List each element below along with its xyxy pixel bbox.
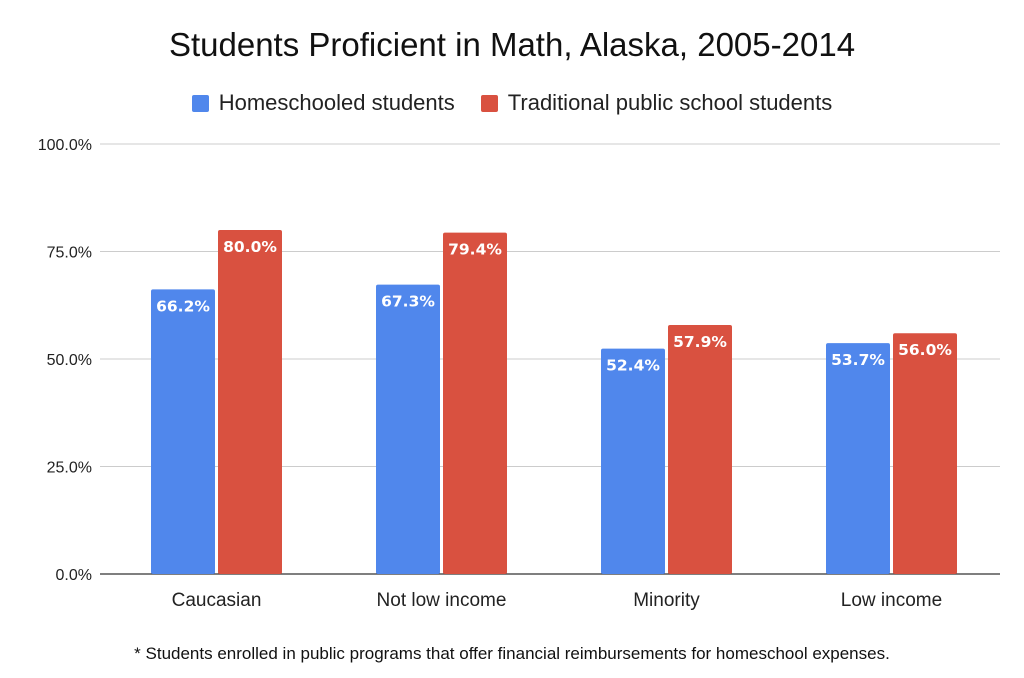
legend-label-homeschooled: Homeschooled students <box>218 90 455 115</box>
data-label: 80.0% <box>223 238 277 256</box>
x-tick-label: Low income <box>841 590 942 611</box>
legend-item-homeschooled: Homeschooled students <box>191 90 455 116</box>
y-tick-label: 50.0% <box>47 352 92 369</box>
footnote: * Students enrolled in public programs t… <box>134 644 890 663</box>
x-tick-label: Caucasian <box>172 590 262 611</box>
bar <box>601 348 665 574</box>
bar <box>218 230 282 574</box>
legend-label-traditional: Traditional public school students <box>507 90 833 115</box>
data-label: 56.0% <box>898 341 952 359</box>
bar <box>826 343 890 574</box>
data-label: 52.4% <box>606 357 660 375</box>
bar <box>151 289 215 574</box>
data-label: 53.7% <box>831 351 885 369</box>
data-label: 66.2% <box>156 297 210 315</box>
x-tick-label: Not low income <box>377 590 507 611</box>
bar <box>893 333 957 574</box>
bar <box>668 325 732 574</box>
y-tick-label: 100.0% <box>38 137 92 154</box>
legend-item-traditional: Traditional public school students <box>480 90 833 116</box>
legend: Homeschooled students Traditional public… <box>0 90 1024 116</box>
y-tick-label: 25.0% <box>47 460 92 477</box>
legend-swatch-homeschooled <box>191 94 209 112</box>
y-tick-label: 0.0% <box>56 567 92 584</box>
data-label: 57.9% <box>673 333 727 351</box>
data-label: 67.3% <box>381 293 435 311</box>
bar <box>376 284 440 574</box>
legend-swatch-traditional <box>480 94 498 112</box>
x-tick-label: Minority <box>633 590 700 611</box>
bar <box>443 232 507 574</box>
chart-title: Students Proficient in Math, Alaska, 200… <box>168 26 856 63</box>
data-label: 79.4% <box>448 241 502 259</box>
y-tick-label: 75.0% <box>47 245 92 262</box>
